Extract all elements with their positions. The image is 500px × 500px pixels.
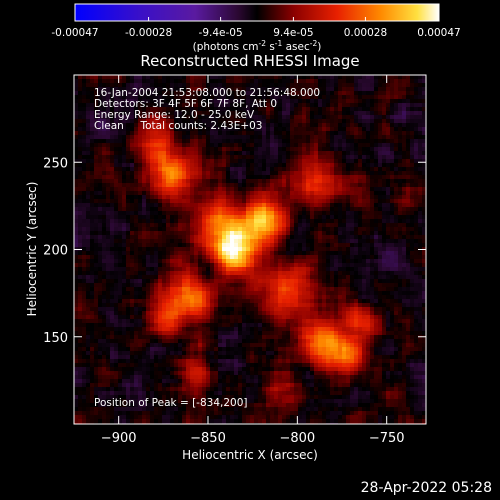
y-tick-label: 150 (43, 331, 68, 346)
chart-title: Reconstructed RHESSI Image (140, 52, 360, 70)
peak-position-label: Position of Peak = [-834,200] (94, 397, 248, 409)
x-tick-label: −800 (279, 431, 315, 446)
colorbar-tick-label: -9.4e-05 (199, 27, 243, 39)
colorbar-tick-label: 0.00028 (344, 27, 387, 39)
colorbar-tick-label: -0.00047 (51, 27, 98, 39)
footer-date: 28-Apr-2022 05:28 (360, 480, 492, 496)
x-axis-label: Heliocentric X (arcsec) (182, 448, 318, 462)
y-tick-label: 250 (43, 156, 68, 171)
info-energy-range: Energy Range: 12.0 - 25.0 keV (94, 109, 255, 121)
colorbar-tick-label: -0.00028 (125, 27, 172, 39)
colorbar-unit-label: (photons cm-2 s-1 asec-2) (193, 39, 322, 53)
info-detectors: Detectors: 3F 4F 5F 6F 7F 8F, Att 0 (94, 98, 278, 110)
x-tick-label: −900 (101, 431, 137, 446)
x-tick-label: −750 (369, 431, 405, 446)
info-time-range: 16-Jan-2004 21:53:08.000 to 21:56:48.000 (94, 87, 321, 99)
colorbar (74, 3, 440, 22)
y-axis-label: Heliocentric Y (arcsec) (25, 182, 39, 317)
info-total-counts: Clean Total counts: 2.43E+03 (94, 120, 263, 132)
colorbar-tick-label: 9.4e-05 (273, 27, 313, 39)
heatmap-image (74, 75, 426, 424)
colorbar-tick-label: 0.00047 (417, 27, 460, 39)
x-tick-label: −850 (190, 431, 226, 446)
y-tick-label: 200 (43, 244, 68, 259)
